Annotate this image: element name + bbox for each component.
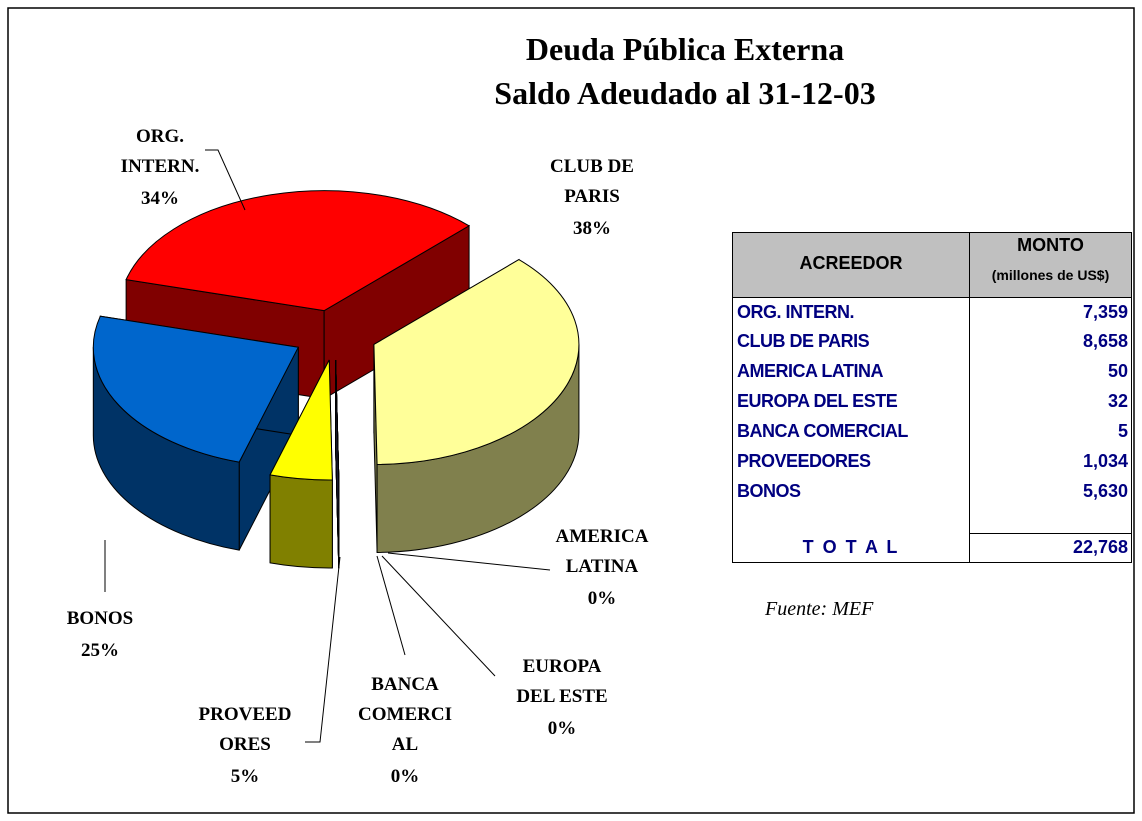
slice-percent: 0% [548,718,577,739]
slice-percent: 34% [141,188,179,209]
row-value: 32 [1107,391,1128,411]
column-divider [969,233,970,562]
row-name: AMERICA LATINA [737,361,883,381]
leader-line [381,555,496,677]
slice-percent: 0% [391,766,420,787]
slice-label: BANCA COMERCI AL [358,674,452,755]
row-value: 5,630 [1082,481,1128,501]
slice [269,359,333,569]
slice-label: CLUB DE PARIS [550,156,634,207]
header-cell: MONTO [1017,235,1084,255]
total-rule [970,533,1131,534]
row-name: PROVEEDORES [737,451,871,471]
slice-percent: 25% [81,640,119,661]
row-value: 1,034 [1082,451,1128,471]
slice [373,258,580,553]
row-name: BANCA COMERCIAL [737,421,908,441]
slice-label: PROVEED ORES [199,704,292,755]
leader-line [205,149,246,211]
slice-top [92,315,300,463]
labels: ORG. INTERN. 34% CLUB DE PARIS 38% AMERICA LATI… [67,126,649,787]
row-name: BONOS [737,481,801,501]
row-value: 7,359 [1082,302,1128,322]
header-cell: ACREEDOR [799,253,903,273]
row-name: EUROPA DEL ESTE [737,391,898,411]
slice [92,315,300,551]
table: ACREEDOR MONTO (millones de US$) ORG. IN… [732,232,1132,563]
slice-label: AMERICA LATINA [556,526,649,577]
slice-percent: 38% [573,218,611,239]
total-name: T O T A L [802,537,900,557]
row-value: 8,658 [1082,331,1128,351]
frame [7,7,1135,814]
header-cell: (millones de US$) [991,267,1110,283]
slice-wall [269,474,333,569]
slice-percent: 5% [231,766,260,787]
slice-top [373,259,580,465]
leader-line [376,555,406,656]
slice-percent: 0% [588,588,617,609]
row-value: 5 [1117,421,1128,441]
pie [92,190,580,569]
row-name: CLUB DE PARIS [737,331,870,351]
chart-subtitle: Saldo Adeudado al 31-12-03 [494,75,875,111]
slice-label: EUROPA DEL ESTE [516,656,607,707]
slice-label: BONOS [67,608,134,629]
slice-top [125,190,471,312]
chart-title: Deuda Pública Externa [526,31,844,67]
total-value: 22,768 [1072,537,1128,557]
leader-line [305,556,341,743]
row-value: 50 [1107,361,1128,381]
source-note: Fuente: MEF [765,598,874,620]
leader-line [387,552,551,571]
table-header [733,233,1131,298]
row-name: ORG. INTERN. [737,302,855,322]
slice-label: ORG. INTERN. [121,126,200,177]
slice-top [269,359,333,481]
